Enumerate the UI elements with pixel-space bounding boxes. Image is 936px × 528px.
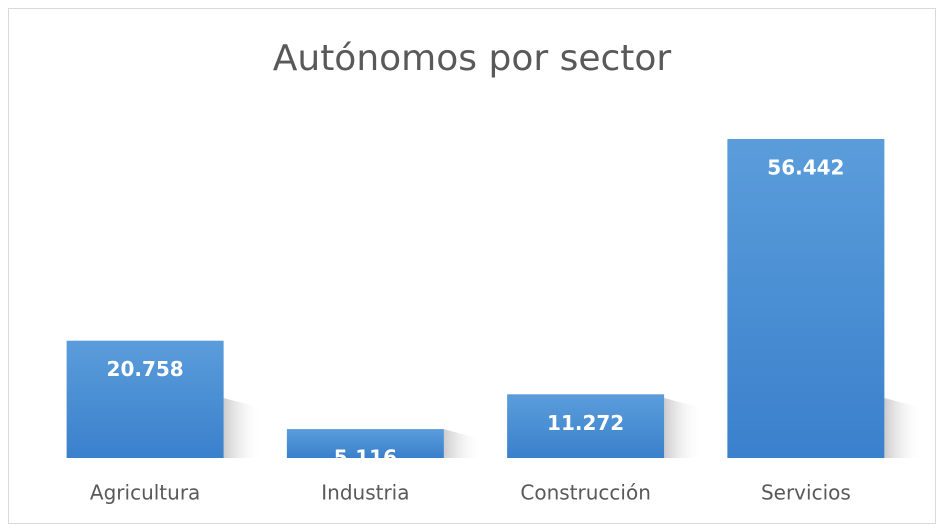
x-tick-label: Construcción [520,481,651,505]
bar-shadow [443,429,482,458]
bar-shadow [223,398,262,458]
bar-shadow [884,398,923,458]
bar-shadow [664,398,703,458]
x-tick-label: Agricultura [90,481,200,505]
chart-title: Autónomos por sector [273,38,672,79]
data-label: 11.272 [547,411,624,435]
data-label: 5.116 [334,446,397,470]
bar [286,429,444,458]
data-label: 20.758 [107,357,184,381]
data-label: 56.442 [767,156,844,180]
bar [727,139,885,458]
bar [66,340,224,458]
x-tick-label: Servicios [761,481,851,505]
bar [507,394,665,458]
x-tick-label: Industria [321,481,409,505]
